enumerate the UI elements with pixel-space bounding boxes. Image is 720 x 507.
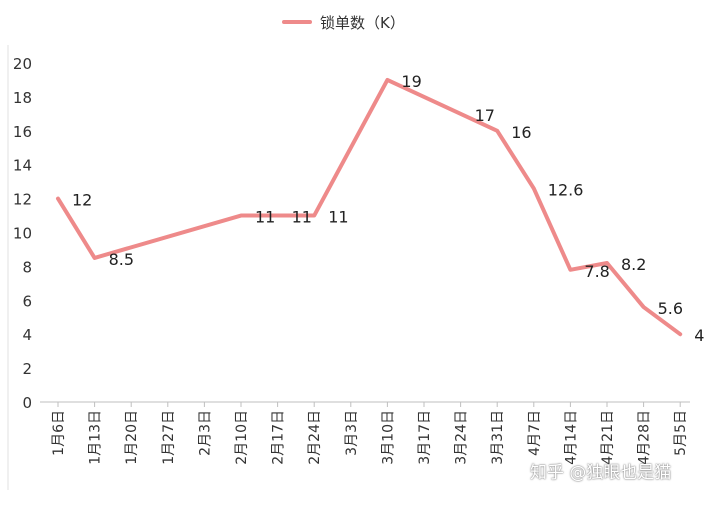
data-label: 12.6 xyxy=(548,180,584,199)
data-label: 16 xyxy=(511,123,531,142)
x-tick-label: 1月20日 xyxy=(124,410,140,465)
data-label: 19 xyxy=(401,72,421,91)
data-label: 12 xyxy=(72,191,92,210)
y-tick-label: 16 xyxy=(13,123,32,141)
y-tick-label: 10 xyxy=(13,225,32,243)
data-label: 11 xyxy=(255,208,275,227)
y-tick-label: 20 xyxy=(13,55,32,73)
watermark: 知乎 @独眼也是猫 xyxy=(530,463,672,483)
x-tick-label: 1月27日 xyxy=(161,410,177,465)
y-tick-label: 12 xyxy=(13,191,32,209)
x-tick-label: 4月28日 xyxy=(637,410,653,465)
x-tick-label: 5月5日 xyxy=(673,410,689,456)
data-label: 8.5 xyxy=(109,250,134,269)
y-tick-label: 2 xyxy=(22,360,32,378)
x-tick-label: 3月17日 xyxy=(417,410,433,465)
y-tick-label: 18 xyxy=(13,89,32,107)
y-tick-label: 0 xyxy=(22,394,32,412)
legend-swatch xyxy=(282,20,312,24)
y-tick-label: 6 xyxy=(22,292,32,310)
data-label: 8.2 xyxy=(621,255,646,274)
x-tick-label: 3月24日 xyxy=(454,410,470,465)
data-label: 11 xyxy=(328,208,348,227)
series-line xyxy=(56,77,683,337)
data-label: 5.6 xyxy=(658,299,683,318)
x-tick-label: 3月10日 xyxy=(380,410,396,465)
legend-label: 锁单数（K） xyxy=(320,13,405,32)
legend: 锁单数（K） xyxy=(282,10,405,34)
x-tick-label: 2月3日 xyxy=(197,410,213,456)
data-label: 4 xyxy=(694,326,704,345)
x-tick-label: 1月6日 xyxy=(51,410,67,456)
x-tick-label: 4月14日 xyxy=(563,410,579,465)
data-label: 17 xyxy=(475,106,495,125)
x-tick-label: 2月10日 xyxy=(234,410,250,465)
y-tick-label: 4 xyxy=(22,326,32,344)
data-label: 11 xyxy=(292,208,312,227)
x-tick-label: 1月13日 xyxy=(88,410,104,465)
x-tick-label: 3月31日 xyxy=(490,410,506,465)
y-tick-label: 14 xyxy=(13,157,32,175)
x-tick-label: 2月17日 xyxy=(271,410,287,465)
y-tick-label: 8 xyxy=(22,258,32,276)
x-tick-label: 2月24日 xyxy=(307,410,323,465)
x-tick-label: 4月21日 xyxy=(600,410,616,465)
x-tick-label: 3月3日 xyxy=(344,410,360,456)
x-tick-label: 4月7日 xyxy=(527,410,543,456)
data-label: 7.8 xyxy=(584,262,609,281)
